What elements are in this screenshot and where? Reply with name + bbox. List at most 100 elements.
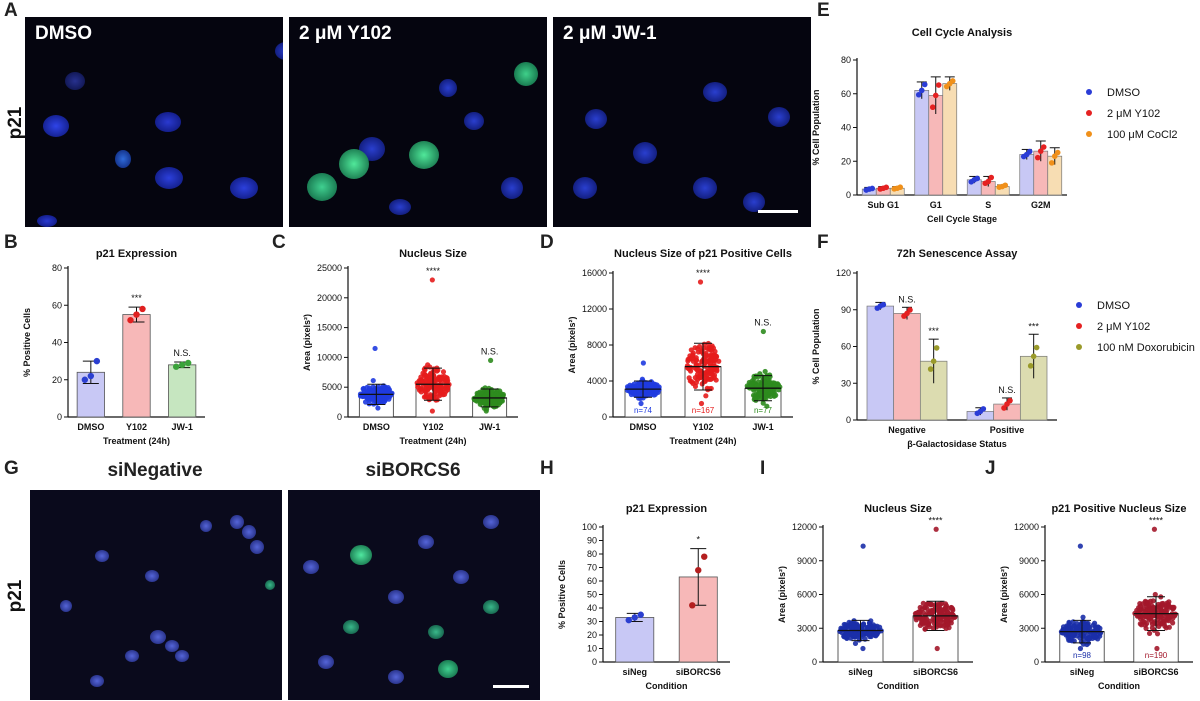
data-point (640, 360, 646, 366)
data-point (933, 345, 940, 351)
y-tick-label: 30 (841, 378, 851, 388)
data-point (653, 389, 660, 395)
data-point (645, 392, 651, 398)
y-tick-label: 60 (587, 576, 597, 586)
chart-title: Cell Cycle Analysis (912, 27, 1012, 39)
y-axis-label: % Positive Cells (22, 308, 32, 377)
x-tick-label: Y102 (422, 422, 443, 432)
data-point (883, 184, 890, 191)
data-point (1026, 148, 1033, 155)
data-point (915, 91, 922, 98)
legend-marker (1086, 89, 1092, 95)
panel-label-d: D (540, 232, 554, 253)
data-point (416, 387, 423, 393)
data-point (425, 362, 431, 368)
significance-label: **** (696, 268, 711, 278)
data-point (364, 394, 370, 400)
data-point (1160, 600, 1166, 607)
data-point (1048, 160, 1055, 166)
nucleus (125, 650, 139, 662)
x-tick-label: siNeg (848, 667, 873, 677)
y-tick-label: 20 (841, 156, 851, 166)
nucleus (418, 535, 434, 549)
data-point (1170, 620, 1176, 626)
data-point (980, 406, 987, 412)
y-tick-label: 3000 (797, 623, 817, 633)
chart-i-nucleus-size: Nucleus Size 0 3000 6000 9000 12000 Area (pixe… (777, 503, 973, 691)
data-point (1007, 397, 1013, 404)
data-point (1034, 154, 1041, 161)
data-point (974, 175, 981, 182)
data-point (369, 396, 376, 402)
y-tick-label: 12000 (582, 304, 607, 314)
data-point (1170, 615, 1176, 621)
data-point (488, 389, 494, 395)
x-tick-label: Y102 (126, 422, 147, 432)
data-point (746, 379, 752, 386)
legend-marker (1086, 131, 1092, 137)
y-tick-label: 6000 (797, 590, 817, 600)
data-point (692, 383, 699, 389)
nucleus (155, 112, 181, 132)
data-point (712, 348, 718, 355)
data-point (1054, 149, 1061, 156)
data-point (370, 387, 376, 393)
nucleus (242, 525, 256, 539)
data-point (703, 352, 710, 358)
significance-label: *** (1028, 321, 1039, 331)
data-point (490, 394, 496, 400)
data-point (649, 385, 655, 391)
micrograph-y102: 2 μM Y102 (289, 17, 547, 227)
panel-label-c: C (272, 232, 286, 253)
panel-label-i: I (760, 458, 766, 479)
nucleus (388, 670, 404, 684)
data-point (1171, 604, 1177, 610)
nucleus (438, 660, 458, 678)
data-point (635, 380, 641, 386)
data-point (386, 387, 392, 393)
x-tick-label: JW-1 (172, 422, 193, 432)
x-tick-label: Sub G1 (867, 200, 899, 210)
y-tick-label: 30 (587, 617, 597, 627)
nucleus (165, 640, 179, 652)
x-axis-label: Treatment (24h) (103, 436, 170, 446)
y-tick-label: 0 (592, 657, 597, 667)
y-axis-label: % Cell Population (811, 89, 821, 165)
x-tick-label: DMSO (77, 422, 104, 432)
data-point (1151, 526, 1158, 532)
chart-b-p21-expression: p21 Expression 0 20 40 60 80 % Positive Cells T… (22, 248, 205, 446)
data-point (985, 178, 992, 185)
y-tick-label: 20 (587, 630, 597, 640)
x-tick-label: Negative (888, 425, 926, 435)
data-point (868, 618, 874, 624)
data-point (942, 601, 949, 607)
data-point (477, 401, 483, 407)
bar (1019, 154, 1035, 196)
data-point (949, 78, 956, 84)
data-point (1158, 606, 1164, 612)
y-tick-label: 60 (52, 300, 62, 310)
data-point (1163, 625, 1169, 631)
nucleus (693, 177, 717, 199)
legend-label: 2 μM Y102 (1097, 321, 1150, 333)
x-axis-label: Treatment (24h) (669, 436, 736, 446)
micrograph-label: 2 μM JW-1 (563, 23, 657, 44)
nucleus (573, 177, 597, 199)
count-label: n=77 (754, 406, 773, 415)
chart-title: Nucleus Size (864, 503, 932, 515)
data-point (444, 387, 451, 393)
y-tick-label: 20000 (317, 293, 342, 303)
nucleus (585, 109, 607, 129)
nucleus (350, 545, 372, 565)
data-point (1142, 608, 1148, 614)
chart-j-p21-positive-nucleus-size: p21 Positive Nucleus Size 0 3000 6000 9000 12… (999, 503, 1193, 691)
x-tick-label: siNeg (1070, 667, 1095, 677)
chart-f-senescence: 72h Senescence Assay 0 30 60 90 120 % Cell Pop… (811, 248, 1195, 449)
data-point (1145, 614, 1151, 620)
data-point (852, 622, 858, 628)
data-point (923, 619, 929, 625)
data-point (433, 394, 439, 401)
y-tick-label: 90 (587, 536, 597, 546)
data-point (1073, 626, 1080, 632)
data-point (1077, 543, 1083, 549)
